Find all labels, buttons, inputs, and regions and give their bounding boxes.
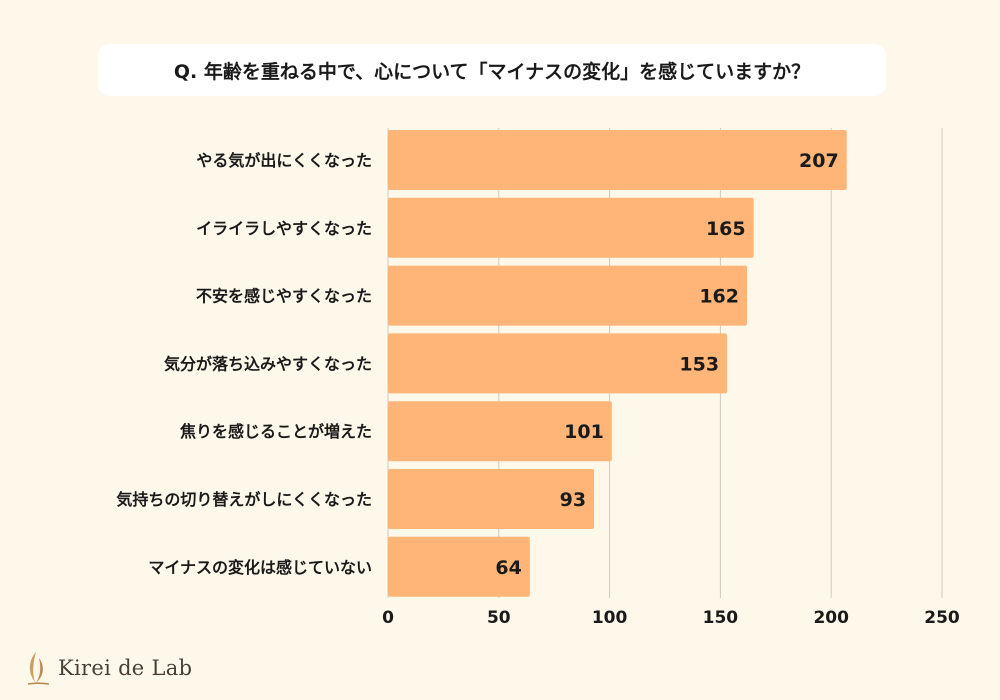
category-label-5: 気持ちの切り替えがしにくくなった [116, 490, 372, 509]
category-label-4: 焦りを感じることが増えた [179, 422, 372, 441]
category-label-3: 気分が落ち込みやすくなった [164, 354, 372, 373]
bar-6 [388, 536, 530, 597]
bar-3 [388, 333, 728, 394]
bar-1 [388, 197, 754, 258]
category-labels: やる気が出にくくなったイライラしやすくなった不安を感じやすくなった気分が落ち込み… [116, 151, 372, 577]
brand-name: Kirei de Lab [58, 656, 193, 680]
category-label-0: やる気が出にくくなった [196, 151, 372, 170]
x-tick-label-3: 150 [703, 608, 739, 628]
value-label-4: 101 [564, 421, 604, 443]
category-label-6: マイナスの変化は感じていない [148, 558, 372, 577]
bars [388, 130, 847, 597]
value-label-1: 165 [706, 218, 746, 240]
value-label-3: 153 [679, 353, 719, 375]
category-label-1: イライラしやすくなった [196, 219, 372, 238]
x-tick-label-4: 200 [813, 608, 849, 628]
bar-0 [388, 130, 847, 190]
value-label-6: 64 [495, 557, 521, 579]
brand-logo: Kirei de Lab [22, 648, 192, 688]
value-label-0: 207 [799, 150, 839, 172]
x-tick-label-1: 50 [487, 608, 511, 628]
value-label-5: 93 [560, 489, 586, 511]
category-label-2: 不安を感じやすくなった [196, 287, 372, 306]
bar-4 [388, 401, 612, 462]
x-tick-label-0: 0 [382, 608, 394, 628]
value-label-2: 162 [699, 286, 739, 308]
value-labels: 207 165 162 153 101 93 64 [495, 150, 838, 579]
x-tick-label-2: 100 [592, 608, 628, 628]
feather-icon [27, 652, 50, 685]
x-tick-labels: 0 50 100 150 200 250 [382, 608, 960, 628]
chart-title: Q. 年齢を重ねる中で、心について「マイナスの変化」を感じていますか？ [173, 60, 811, 83]
x-tick-label-5: 250 [924, 608, 960, 628]
bar-2 [388, 265, 747, 326]
chart-title-box: Q. 年齢を重ねる中で、心について「マイナスの変化」を感じていますか？ [98, 44, 886, 96]
bar-5 [388, 469, 595, 529]
